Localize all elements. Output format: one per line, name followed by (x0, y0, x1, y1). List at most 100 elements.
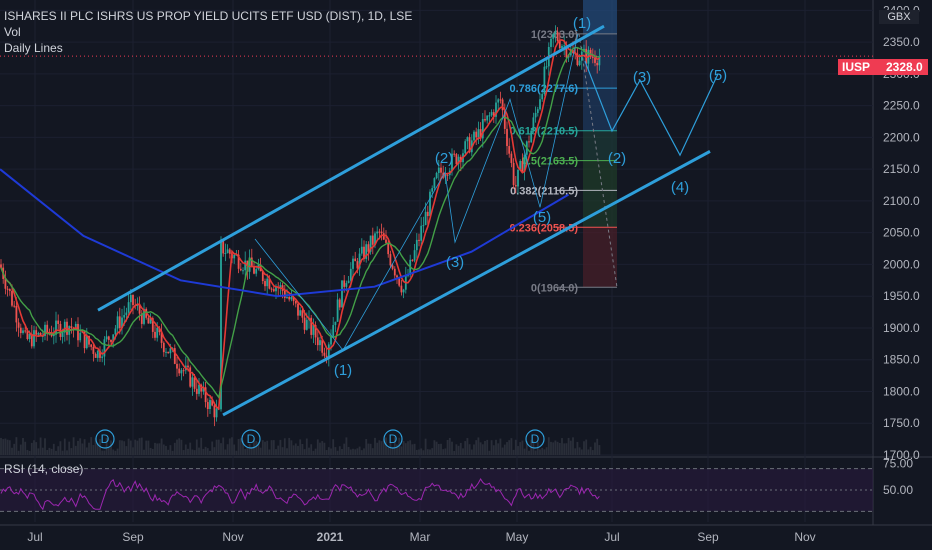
volume-bar (534, 450, 537, 455)
candle-body (33, 330, 35, 347)
dividend-marker-icon[interactable] (383, 429, 403, 449)
candle-body (11, 290, 13, 306)
volume-bar (15, 437, 18, 455)
drawing-tools[interactable] (0, 24, 873, 417)
candle-body (552, 33, 555, 39)
candle-body (433, 178, 436, 189)
candle-body (426, 211, 429, 217)
candle-body (61, 332, 64, 337)
candle-body (250, 257, 253, 268)
candle-body (358, 253, 361, 269)
candle-body (374, 233, 376, 245)
candle-body (118, 316, 121, 329)
candle-body (290, 297, 293, 300)
channel-lower-line[interactable] (222, 150, 711, 417)
candle-body (17, 322, 20, 328)
volume-indicator-label[interactable]: Vol (4, 25, 21, 39)
daily-lines-label[interactable]: Daily Lines (4, 41, 63, 55)
rsi-pane (0, 468, 873, 512)
elliott-wave-path[interactable] (254, 33, 579, 351)
fib-zone (583, 190, 617, 228)
volume-bar (501, 447, 504, 455)
candle-body (517, 169, 519, 187)
rsi-indicator-label[interactable]: RSI (14, close) (4, 462, 84, 476)
candle-body (303, 317, 306, 330)
volume-bar (334, 447, 337, 455)
price-tick-label: 1850.0 (883, 353, 920, 367)
candle-body (162, 342, 165, 353)
candle-body (24, 330, 27, 332)
volume-bar (358, 446, 361, 455)
candle-body (475, 131, 478, 138)
volume-bar (239, 438, 242, 455)
candle-body (484, 119, 486, 121)
volume-bar (413, 443, 416, 455)
volume-bar (37, 448, 40, 455)
channel-upper-line[interactable] (97, 24, 605, 312)
candle-body (132, 295, 134, 305)
volume-bar (356, 448, 359, 455)
volume-bar (385, 437, 387, 455)
candle-body (440, 167, 442, 173)
volume-bar (314, 448, 317, 455)
volume-bar (125, 446, 128, 455)
candle-body (464, 141, 467, 154)
volume-bar (468, 444, 471, 455)
candle-body (402, 289, 405, 293)
dividend-marker-icon[interactable] (95, 429, 115, 449)
volume-bar (569, 440, 572, 455)
candle-body (429, 191, 431, 217)
volume-bar (488, 450, 491, 455)
candle-body (176, 363, 178, 369)
volume-bar (129, 440, 132, 455)
candle-body (272, 289, 275, 292)
dividend-marker-icon[interactable] (241, 429, 261, 449)
candle-body (275, 287, 277, 292)
time-tick-label: Jul (604, 530, 619, 544)
volume-bar (451, 441, 453, 455)
candle-body (363, 246, 365, 259)
volume-bar (567, 437, 570, 455)
candle-body (528, 141, 530, 143)
volume-bar (279, 439, 282, 455)
time-tick-label: Sep (697, 530, 719, 544)
candle-body (356, 261, 359, 269)
candle-body (215, 408, 218, 418)
candle-body (591, 56, 594, 58)
candle-body (123, 315, 126, 318)
candle-body (248, 257, 251, 272)
dividend-marker-icon[interactable] (525, 429, 545, 449)
volume-bar (57, 446, 60, 455)
candle-body (147, 317, 150, 324)
volume-bar (477, 437, 480, 455)
volume-bar (151, 448, 154, 455)
volume-bar (136, 440, 139, 455)
fibonacci-retracement[interactable]: 1(2363.0)0.786(2277.6)0.618(2210.5)0.5(2… (510, 0, 618, 294)
candle-body (105, 336, 108, 340)
volume-bar (380, 441, 383, 455)
candle-body (206, 402, 209, 409)
fib-trend-line[interactable] (578, 33, 618, 288)
volume-bar (336, 450, 339, 455)
volume-bar (81, 443, 84, 455)
candle-body (334, 321, 337, 326)
volume-bar (297, 445, 299, 455)
volume-bar (259, 447, 262, 455)
last-price-label: 2328.0 (886, 60, 923, 74)
volume-bar (44, 438, 46, 455)
volume-bar (198, 447, 200, 455)
elliott-projection-path[interactable] (584, 60, 719, 157)
candle-body (35, 330, 38, 335)
volume-bar (473, 444, 475, 455)
volume-bar (246, 447, 249, 455)
candle-body (189, 367, 192, 387)
volume-bar (28, 450, 31, 455)
candle-body (325, 355, 328, 358)
candle-body (261, 271, 264, 282)
volume-bar (215, 439, 218, 455)
volume-bar (512, 449, 515, 455)
volume-bar (594, 442, 596, 455)
volume-bar (255, 441, 258, 455)
volume-bar (308, 447, 310, 455)
